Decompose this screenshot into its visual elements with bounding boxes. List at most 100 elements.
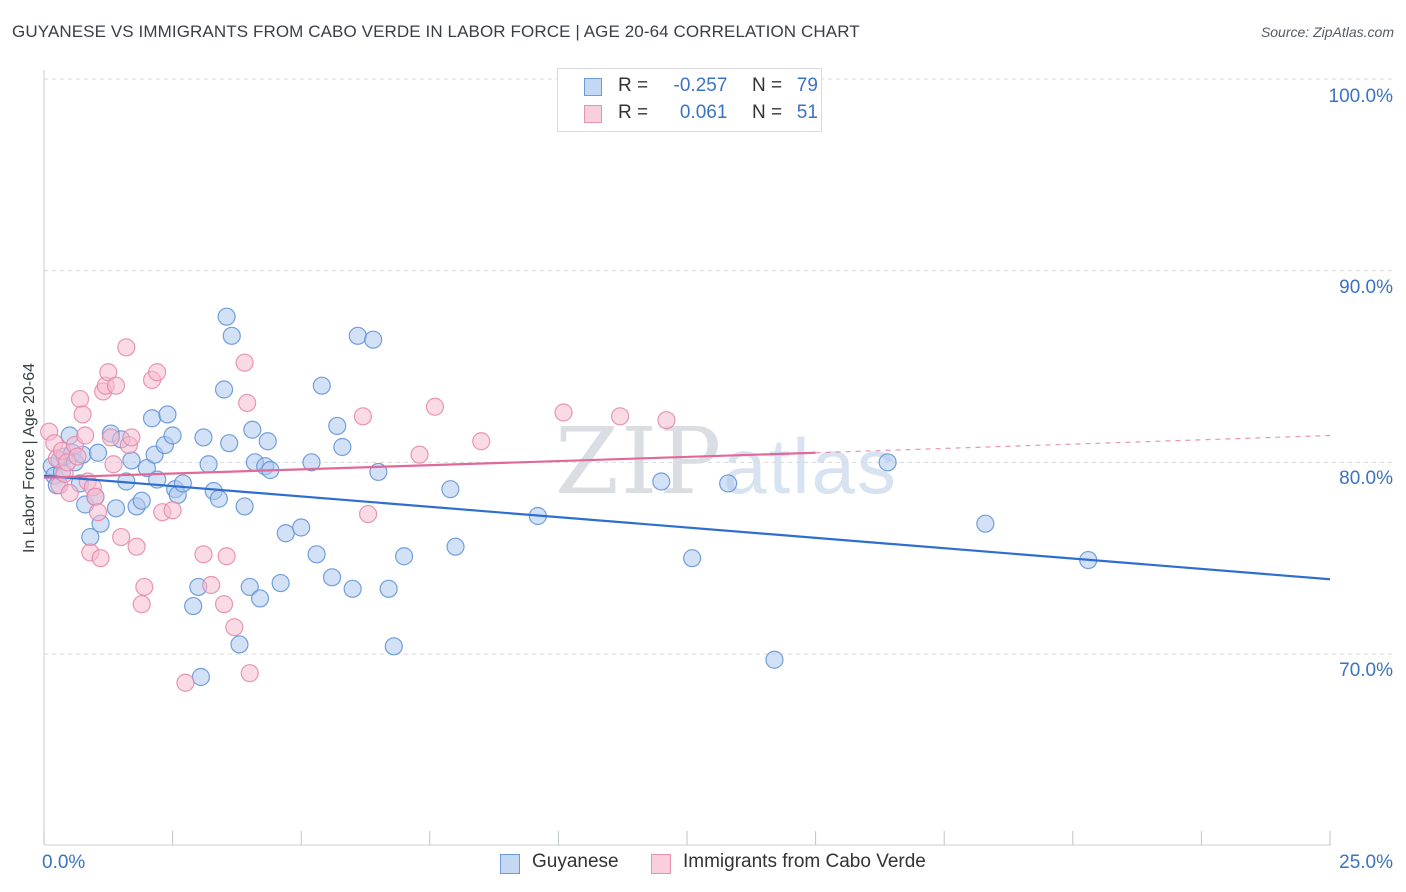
guyanese-point xyxy=(258,432,277,451)
cabo-verde-point xyxy=(60,483,79,503)
watermark-atlas: atlas xyxy=(723,422,898,510)
r-label: R = xyxy=(618,102,649,123)
y-tick-label-80: 80.0% xyxy=(1339,468,1393,489)
legend-swatch-blue xyxy=(500,854,520,874)
watermark: ZIPatlas xyxy=(555,408,898,515)
guyanese-point xyxy=(214,380,234,399)
r-value: 0.061 xyxy=(679,102,728,123)
guyanese-point xyxy=(328,416,347,436)
guyanese-point xyxy=(173,474,192,493)
cabo-verde-point xyxy=(135,577,154,597)
cabo-verde-point xyxy=(127,537,146,556)
y-tick-label-100: 100.0% xyxy=(1328,86,1393,107)
cabo-verde-point xyxy=(358,504,378,524)
guyanese-point xyxy=(384,637,403,656)
cabo-verde-point xyxy=(91,549,110,568)
guyanese-point xyxy=(222,326,241,345)
cabo-verde-point xyxy=(238,393,257,413)
guyanese-point xyxy=(379,579,398,598)
cabo-verde-point xyxy=(240,664,259,683)
guyanese-point xyxy=(343,579,362,598)
guyanese-point xyxy=(163,426,182,445)
legend-text: R = 0.061 N = 51 xyxy=(618,102,827,124)
legend-swatch-pink xyxy=(584,105,602,123)
cabo-verde-point xyxy=(163,501,182,520)
stats-legend: R = -0.257 N = 79 R = 0.061 N = 51 xyxy=(557,68,822,132)
guyanese-point xyxy=(220,434,239,453)
guyanese-point xyxy=(292,518,311,537)
y-tick-label-90: 90.0% xyxy=(1339,277,1393,298)
x-tick-label-max: 25.0% xyxy=(1339,852,1393,873)
chart-title: GUYANESE VS IMMIGRANTS FROM CABO VERDE I… xyxy=(12,22,860,41)
guyanese-point xyxy=(106,499,126,518)
guyanese-point xyxy=(364,330,383,349)
guyanese-point xyxy=(312,376,331,395)
guyanese-point xyxy=(142,409,162,428)
guyanese-point xyxy=(276,524,295,543)
cabo-verde-point xyxy=(202,575,221,595)
cabo-verde-point xyxy=(657,411,676,430)
guyanese-point xyxy=(765,650,784,669)
guyanese-point xyxy=(199,455,218,474)
cabo-verde-point xyxy=(176,673,195,692)
cabo-verde-point xyxy=(112,527,131,547)
guyanese-point xyxy=(683,549,702,568)
x-tick-label-min: 0.0% xyxy=(42,852,86,873)
cabo-verde-point xyxy=(86,487,105,506)
r-label: R = xyxy=(618,75,649,96)
guyanese-point xyxy=(209,489,228,508)
guyanese-point xyxy=(652,472,671,491)
guyanese-point xyxy=(719,474,738,493)
guyanese-point xyxy=(194,428,213,447)
cabo-verde-point xyxy=(194,545,213,564)
cabo-verde-point xyxy=(425,397,445,416)
guyanese-point xyxy=(348,326,367,345)
cabo-verde-point xyxy=(70,389,90,409)
legend-label: Immigrants from Cabo Verde xyxy=(683,851,926,872)
n-label: N = xyxy=(751,75,783,96)
cabo-verde-point xyxy=(106,376,126,395)
guyanese-point xyxy=(333,437,352,457)
cabo-verde-point xyxy=(410,445,429,464)
legend-label: Guyanese xyxy=(532,851,619,872)
guyanese-point xyxy=(235,497,254,516)
cabo-verde-point xyxy=(122,428,141,447)
guyanese-point xyxy=(191,667,210,687)
guyanese-point xyxy=(240,577,259,597)
guyanese-point xyxy=(230,635,249,654)
n-value: 51 xyxy=(796,102,818,123)
guyanese-point xyxy=(976,514,995,533)
watermark-zip: ZIP xyxy=(555,408,724,515)
guyanese-point xyxy=(441,480,460,499)
cabo-verde-point xyxy=(225,618,244,637)
cabo-verde-point xyxy=(101,428,120,447)
guyanese-point xyxy=(132,491,151,510)
guyanese-point xyxy=(250,589,270,608)
cabo-verde-point xyxy=(611,407,630,426)
guyanese-point xyxy=(88,443,108,462)
legend-swatch-pink xyxy=(651,854,671,874)
cabo-verde-point xyxy=(353,407,373,426)
cabo-verde-point xyxy=(76,426,95,445)
cabo-verde-point xyxy=(554,403,573,422)
cabo-verde-trend-extension xyxy=(815,434,1331,454)
cabo-verde-point xyxy=(214,595,234,614)
guyanese-point xyxy=(137,458,156,478)
cabo-verde-point xyxy=(472,432,491,451)
guyanese-point xyxy=(158,405,177,424)
guyanese-point xyxy=(446,537,465,556)
guyanese-point xyxy=(243,420,262,439)
cabo-verde-point xyxy=(217,547,236,566)
cabo-verde-point xyxy=(99,363,118,382)
guyanese-point xyxy=(878,453,897,472)
r-value: -0.257 xyxy=(673,75,728,96)
guyanese-point xyxy=(217,307,236,326)
cabo-verde-point xyxy=(132,595,151,614)
y-tick-label-70: 70.0% xyxy=(1339,660,1393,681)
cabo-verde-trend-line xyxy=(43,451,816,479)
n-value: 79 xyxy=(796,75,818,96)
guyanese-point xyxy=(322,568,342,587)
n-label: N = xyxy=(751,102,783,123)
guyanese-point xyxy=(122,451,141,470)
